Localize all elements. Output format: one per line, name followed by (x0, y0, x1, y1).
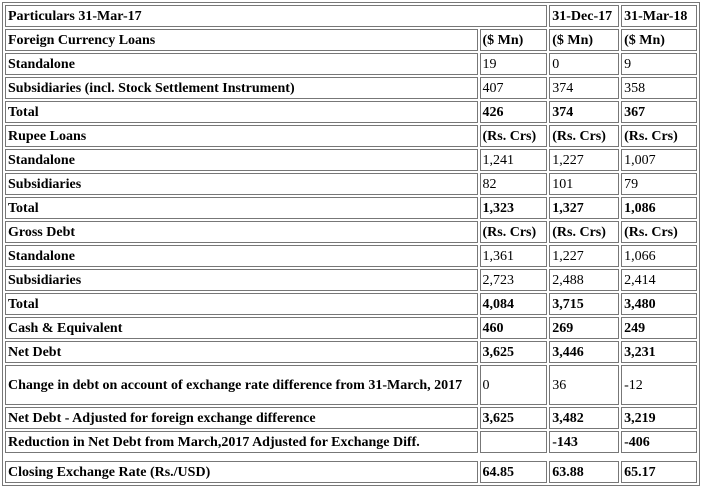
cell-dec17: 1,227 (549, 149, 620, 171)
cell-mar18: 2,414 (621, 269, 697, 291)
row-label: Total (5, 293, 478, 315)
cell-mar18: (Rs. Crs) (621, 125, 697, 147)
table-row: Total 426 374 367 (5, 101, 697, 123)
table-row: Reduction in Net Debt from March,2017 Ad… (5, 431, 697, 453)
cell-mar18: 1,007 (621, 149, 697, 171)
table-row: Net Debt - Adjusted for foreign exchange… (5, 407, 697, 429)
cell-mar18: 3,219 (621, 407, 697, 429)
row-label: Net Debt (5, 341, 478, 363)
row-label: Subsidiaries (incl. Stock Settlement Ins… (5, 77, 478, 99)
header-row: Particulars 31-Mar-17 31-Dec-17 31-Mar-1… (5, 5, 697, 27)
cell-mar18: -12 (621, 365, 697, 405)
header-mar18: 31-Mar-18 (621, 5, 697, 27)
cell-dec17: 374 (549, 77, 620, 99)
row-label: Closing Exchange Rate (Rs./USD) (5, 461, 478, 483)
table-row: Cash & Equivalent 460 269 249 (5, 317, 697, 339)
cell-mar18: 249 (621, 317, 697, 339)
cell-mar18: 9 (621, 53, 697, 75)
table-row: Standalone 1,241 1,227 1,007 (5, 149, 697, 171)
cell-dec17: 101 (549, 173, 620, 195)
header-particulars: Particulars 31-Mar-17 (5, 5, 548, 27)
cell-mar18: 3,480 (621, 293, 697, 315)
cell-mar17: 407 (479, 77, 548, 99)
table-row: Change in debt on account of exchange ra… (5, 365, 697, 405)
cell-mar17: 1,361 (479, 245, 548, 267)
table-row: Total 4,084 3,715 3,480 (5, 293, 697, 315)
table-row: Gross Debt (Rs. Crs) (Rs. Crs) (Rs. Crs) (5, 221, 697, 243)
cell-mar18: ($ Mn) (621, 29, 697, 51)
row-label: Total (5, 197, 478, 219)
cell-dec17: 3,482 (549, 407, 620, 429)
cell-mar17: 460 (479, 317, 548, 339)
row-label: Foreign Currency Loans (5, 29, 478, 51)
cell-mar17: (Rs. Crs) (479, 125, 548, 147)
cell-mar17: 426 (479, 101, 548, 123)
row-label: Subsidiaries (5, 173, 478, 195)
row-label: Change in debt on account of exchange ra… (5, 365, 478, 405)
cell-mar17: 0 (479, 365, 548, 405)
row-label: Standalone (5, 149, 478, 171)
cell-dec17: 1,327 (549, 197, 620, 219)
cell-mar18: 367 (621, 101, 697, 123)
header-dec17: 31-Dec-17 (549, 5, 620, 27)
cell-dec17: 2,488 (549, 269, 620, 291)
table-row: Standalone 1,361 1,227 1,066 (5, 245, 697, 267)
cell-dec17: -143 (549, 431, 620, 453)
cell-dec17: ($ Mn) (549, 29, 620, 51)
cell-dec17: (Rs. Crs) (549, 221, 620, 243)
cell-mar18: 1,086 (621, 197, 697, 219)
cell-mar17: (Rs. Crs) (479, 221, 548, 243)
table-row: Total 1,323 1,327 1,086 (5, 197, 697, 219)
cell-mar18: 79 (621, 173, 697, 195)
cell-dec17: 269 (549, 317, 620, 339)
cell-mar17 (479, 431, 548, 453)
cell-mar17: 4,084 (479, 293, 548, 315)
cell-mar18: 1,066 (621, 245, 697, 267)
cell-mar17: 3,625 (479, 407, 548, 429)
cell-mar18: 3,231 (621, 341, 697, 363)
cell-mar17: 64.85 (479, 461, 548, 483)
table-row: Foreign Currency Loans ($ Mn) ($ Mn) ($ … (5, 29, 697, 51)
cell-dec17: 3,715 (549, 293, 620, 315)
table-row: Rupee Loans (Rs. Crs) (Rs. Crs) (Rs. Crs… (5, 125, 697, 147)
table-row: Subsidiaries 82 101 79 (5, 173, 697, 195)
cell-dec17: 374 (549, 101, 620, 123)
cell-mar18: (Rs. Crs) (621, 221, 697, 243)
cell-dec17: 0 (549, 53, 620, 75)
cell-mar17: 82 (479, 173, 548, 195)
cell-mar17: 2,723 (479, 269, 548, 291)
cell-mar17: 1,323 (479, 197, 548, 219)
cell-mar18: -406 (621, 431, 697, 453)
cell-mar17: ($ Mn) (479, 29, 548, 51)
row-label: Gross Debt (5, 221, 478, 243)
row-label: Reduction in Net Debt from March,2017 Ad… (5, 431, 478, 453)
row-label: Standalone (5, 245, 478, 267)
cell-mar17: 3,625 (479, 341, 548, 363)
cell-mar17: 1,241 (479, 149, 548, 171)
row-label: Rupee Loans (5, 125, 478, 147)
table-row: Net Debt 3,625 3,446 3,231 (5, 341, 697, 363)
cell-mar18: 65.17 (621, 461, 697, 483)
row-label: Subsidiaries (5, 269, 478, 291)
spacer-cell (5, 455, 697, 459)
cell-mar17: 19 (479, 53, 548, 75)
table-row: Closing Exchange Rate (Rs./USD) 64.85 63… (5, 461, 697, 483)
table-row: Standalone 19 0 9 (5, 53, 697, 75)
table-row: Subsidiaries (incl. Stock Settlement Ins… (5, 77, 697, 99)
row-label: Net Debt - Adjusted for foreign exchange… (5, 407, 478, 429)
cell-dec17: (Rs. Crs) (549, 125, 620, 147)
cell-dec17: 3,446 (549, 341, 620, 363)
cell-dec17: 1,227 (549, 245, 620, 267)
spacer-row (5, 455, 697, 459)
cell-dec17: 63.88 (549, 461, 620, 483)
row-label: Total (5, 101, 478, 123)
row-label: Standalone (5, 53, 478, 75)
cell-mar18: 358 (621, 77, 697, 99)
table-row: Subsidiaries 2,723 2,488 2,414 (5, 269, 697, 291)
cell-dec17: 36 (549, 365, 620, 405)
row-label: Cash & Equivalent (5, 317, 478, 339)
